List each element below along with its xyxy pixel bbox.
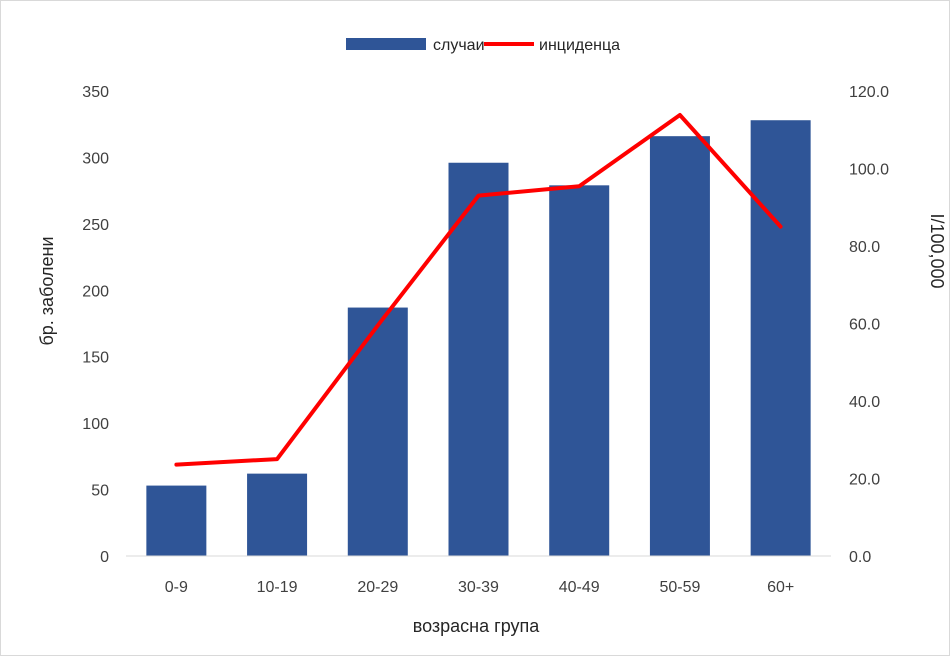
y-axis-right: 0.0 20.0 40.0 60.0 80.0 100.0 120.0 xyxy=(849,84,889,566)
x-axis: 0-9 10-19 20-29 30-39 40-49 50-59 60+ xyxy=(165,579,794,596)
legend-label-incidence: инциденца xyxy=(539,37,620,54)
bar-40-49 xyxy=(549,185,610,557)
y-axis-title: бр. заболени xyxy=(37,236,57,345)
line-series-incidence xyxy=(174,113,783,467)
bar-20-29 xyxy=(347,307,408,556)
bar-60+ xyxy=(750,120,811,556)
legend-label-cases: случаи xyxy=(433,37,485,54)
x-tick-label: 40-49 xyxy=(559,579,600,596)
y2-tick-label: 100.0 xyxy=(849,162,889,179)
bar-10-19 xyxy=(247,473,308,556)
bar-series-cases xyxy=(146,120,811,557)
y2-tick-label: 120.0 xyxy=(849,84,889,101)
x-axis-title: возрасна група xyxy=(413,616,541,636)
y2-axis-title: I/100,000 xyxy=(927,213,947,288)
x-tick-label: 10-19 xyxy=(257,579,298,596)
y2-tick-label: 20.0 xyxy=(849,472,880,489)
y2-tick-label: 60.0 xyxy=(849,317,880,334)
y2-tick-label: 40.0 xyxy=(849,394,880,411)
y-tick-label: 250 xyxy=(82,217,109,234)
y-axis-left: 0 50 100 150 200 250 300 350 xyxy=(82,84,109,566)
y2-tick-label: 80.0 xyxy=(849,239,880,256)
x-tick-label: 0-9 xyxy=(165,579,188,596)
y-tick-label: 50 xyxy=(91,483,109,500)
bar-0-9 xyxy=(146,485,207,556)
y2-tick-label: 0.0 xyxy=(849,549,871,566)
y-tick-label: 0 xyxy=(100,549,109,566)
bar-50-59 xyxy=(649,136,710,556)
x-tick-label: 50-59 xyxy=(659,579,700,596)
x-tick-label: 60+ xyxy=(767,579,794,596)
legend: случаи инциденца xyxy=(346,37,620,54)
x-tick-label: 30-39 xyxy=(458,579,499,596)
legend-swatch-cases xyxy=(346,38,426,50)
y-tick-label: 350 xyxy=(82,84,109,101)
y-tick-label: 150 xyxy=(82,350,109,367)
bar-30-39 xyxy=(448,162,509,556)
y-tick-label: 200 xyxy=(82,283,109,300)
y-tick-label: 100 xyxy=(82,416,109,433)
y-tick-label: 300 xyxy=(82,150,109,167)
x-tick-label: 20-29 xyxy=(357,579,398,596)
